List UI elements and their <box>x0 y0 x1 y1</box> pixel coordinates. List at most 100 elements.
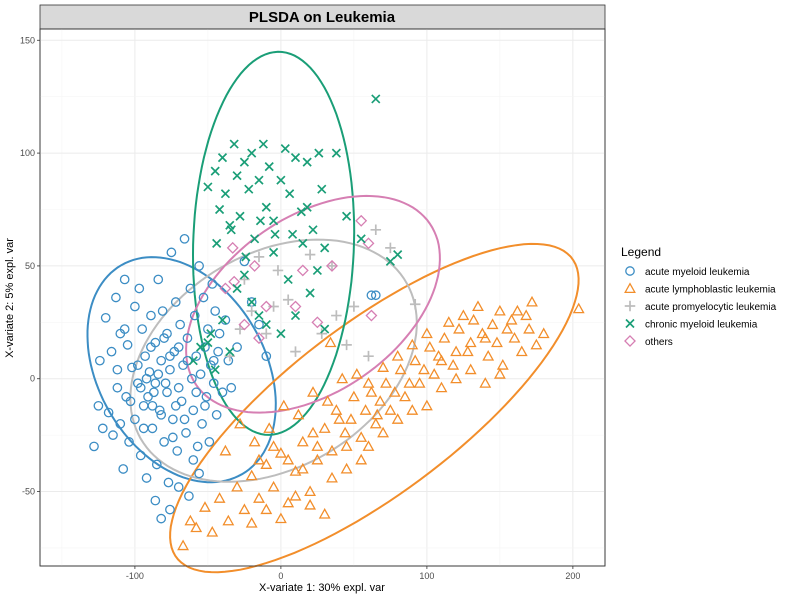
data-point <box>296 462 309 474</box>
data-point <box>377 361 390 372</box>
data-point <box>258 139 268 149</box>
data-point <box>341 339 352 351</box>
data-point <box>409 354 422 366</box>
data-point <box>370 224 382 236</box>
data-point <box>374 395 387 406</box>
data-point <box>282 496 295 508</box>
data-point <box>283 274 293 285</box>
y-tick-label: 50 <box>25 261 35 271</box>
data-point <box>255 216 266 226</box>
data-point <box>151 459 162 470</box>
data-point <box>320 324 330 334</box>
data-point <box>270 229 280 239</box>
data-point <box>111 292 121 303</box>
legend-key <box>624 300 636 312</box>
data-point <box>168 432 178 443</box>
data-point <box>190 521 203 533</box>
legend-key <box>624 335 636 347</box>
data-point <box>269 247 279 257</box>
data-point <box>305 288 315 298</box>
data-point <box>210 166 220 176</box>
data-point <box>254 310 264 321</box>
data-point <box>203 182 213 192</box>
data-point <box>362 440 375 451</box>
data-point <box>232 283 242 294</box>
data-point <box>212 238 222 248</box>
chart-title: PLSDA on Leukemia <box>249 9 396 26</box>
data-point <box>253 492 265 503</box>
data-point <box>296 435 309 447</box>
data-point <box>505 313 518 325</box>
data-point <box>153 274 164 285</box>
data-point <box>159 333 169 343</box>
data-point <box>464 363 477 375</box>
data-point <box>119 324 130 334</box>
data-point <box>160 378 171 389</box>
data-point <box>189 310 200 321</box>
data-point <box>219 444 232 456</box>
data-point <box>253 332 265 345</box>
data-point <box>391 413 404 424</box>
data-point <box>355 214 368 227</box>
data-point <box>394 363 407 375</box>
data-point <box>276 175 286 185</box>
data-point <box>214 328 225 339</box>
data-point <box>150 378 161 389</box>
plot-panel <box>39 28 606 567</box>
data-point <box>318 422 331 433</box>
data-point <box>203 324 213 334</box>
data-point <box>172 446 183 456</box>
data-point <box>356 234 366 244</box>
data-point <box>179 414 190 425</box>
x-tick-label: 200 <box>565 571 580 581</box>
data-point <box>203 338 213 348</box>
data-point <box>272 265 284 276</box>
data-point <box>157 306 168 316</box>
data-point <box>118 464 129 474</box>
data-point <box>391 349 404 361</box>
data-point <box>508 331 521 343</box>
data-point <box>435 381 448 393</box>
data-point <box>274 512 287 524</box>
data-point <box>290 310 301 321</box>
data-point <box>253 251 265 263</box>
data-point <box>355 431 368 442</box>
data-point <box>491 336 503 348</box>
data-point <box>289 300 302 313</box>
data-point <box>245 516 258 528</box>
legend-label: chronic myeloid leukemia <box>645 320 758 331</box>
data-point <box>302 157 312 167</box>
data-point <box>537 327 550 339</box>
data-point <box>324 336 337 348</box>
data-point <box>254 175 264 185</box>
data-point <box>307 386 319 397</box>
data-point <box>388 386 401 397</box>
data-point <box>122 340 133 350</box>
data-point <box>188 455 199 465</box>
data-point <box>100 312 111 323</box>
legend-label: acute promyelocytic leukemia <box>645 302 777 313</box>
y-tick-label: 100 <box>20 148 35 158</box>
data-point <box>268 301 279 312</box>
data-point <box>450 372 463 384</box>
data-point <box>246 305 257 317</box>
data-point <box>418 363 430 375</box>
data-point <box>308 225 318 235</box>
data-point <box>290 346 301 357</box>
legend-label: others <box>645 337 673 348</box>
data-point <box>326 471 338 483</box>
data-point <box>132 360 143 371</box>
data-point <box>350 368 363 379</box>
data-point <box>217 153 228 163</box>
data-point <box>479 377 492 388</box>
data-point <box>226 382 237 393</box>
data-point <box>89 441 99 452</box>
data-point <box>226 241 239 254</box>
data-point <box>141 473 152 483</box>
data-point <box>182 333 193 343</box>
data-point <box>191 351 202 362</box>
data-point <box>184 491 194 501</box>
data-point <box>185 283 196 294</box>
data-point <box>340 440 353 451</box>
data-point <box>482 349 495 361</box>
